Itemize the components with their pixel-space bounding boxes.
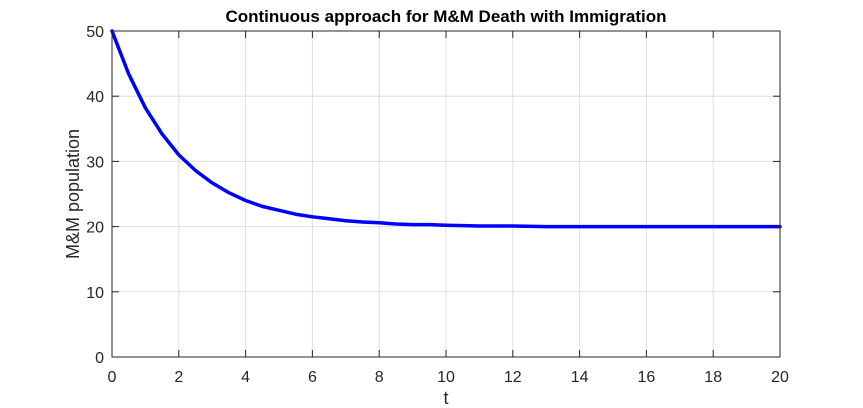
y-tick-label: 10 <box>86 285 104 302</box>
x-tick-label: 10 <box>437 369 455 386</box>
x-tick-label: 18 <box>704 369 722 386</box>
x-tick-label: 6 <box>308 369 317 386</box>
x-tick-label: 2 <box>174 369 183 386</box>
x-tick-label: 16 <box>638 369 656 386</box>
x-tick-label: 14 <box>571 369 589 386</box>
x-tick-label: 0 <box>108 369 117 386</box>
chart-title: Continuous approach for M&M Death with I… <box>225 7 666 26</box>
y-tick-label: 20 <box>86 220 104 237</box>
x-tick-labels: 0 2 4 6 8 10 12 14 16 18 20 <box>108 369 789 386</box>
axis-ticks <box>111 30 781 358</box>
y-tick-label: 30 <box>86 154 104 171</box>
x-axis-label: t <box>443 388 448 408</box>
series-line <box>110 29 782 229</box>
y-tick-label: 40 <box>86 89 104 106</box>
y-tick-label: 0 <box>95 350 104 367</box>
x-tick-label: 8 <box>375 369 384 386</box>
x-tick-label: 20 <box>771 369 789 386</box>
y-axis-label: M&M population <box>63 129 83 259</box>
x-tick-label: 4 <box>241 369 250 386</box>
y-tick-labels: 0 10 20 30 40 50 <box>86 24 104 367</box>
x-tick-label: 12 <box>504 369 522 386</box>
y-tick-label: 50 <box>86 24 104 41</box>
series-layer <box>110 29 782 229</box>
